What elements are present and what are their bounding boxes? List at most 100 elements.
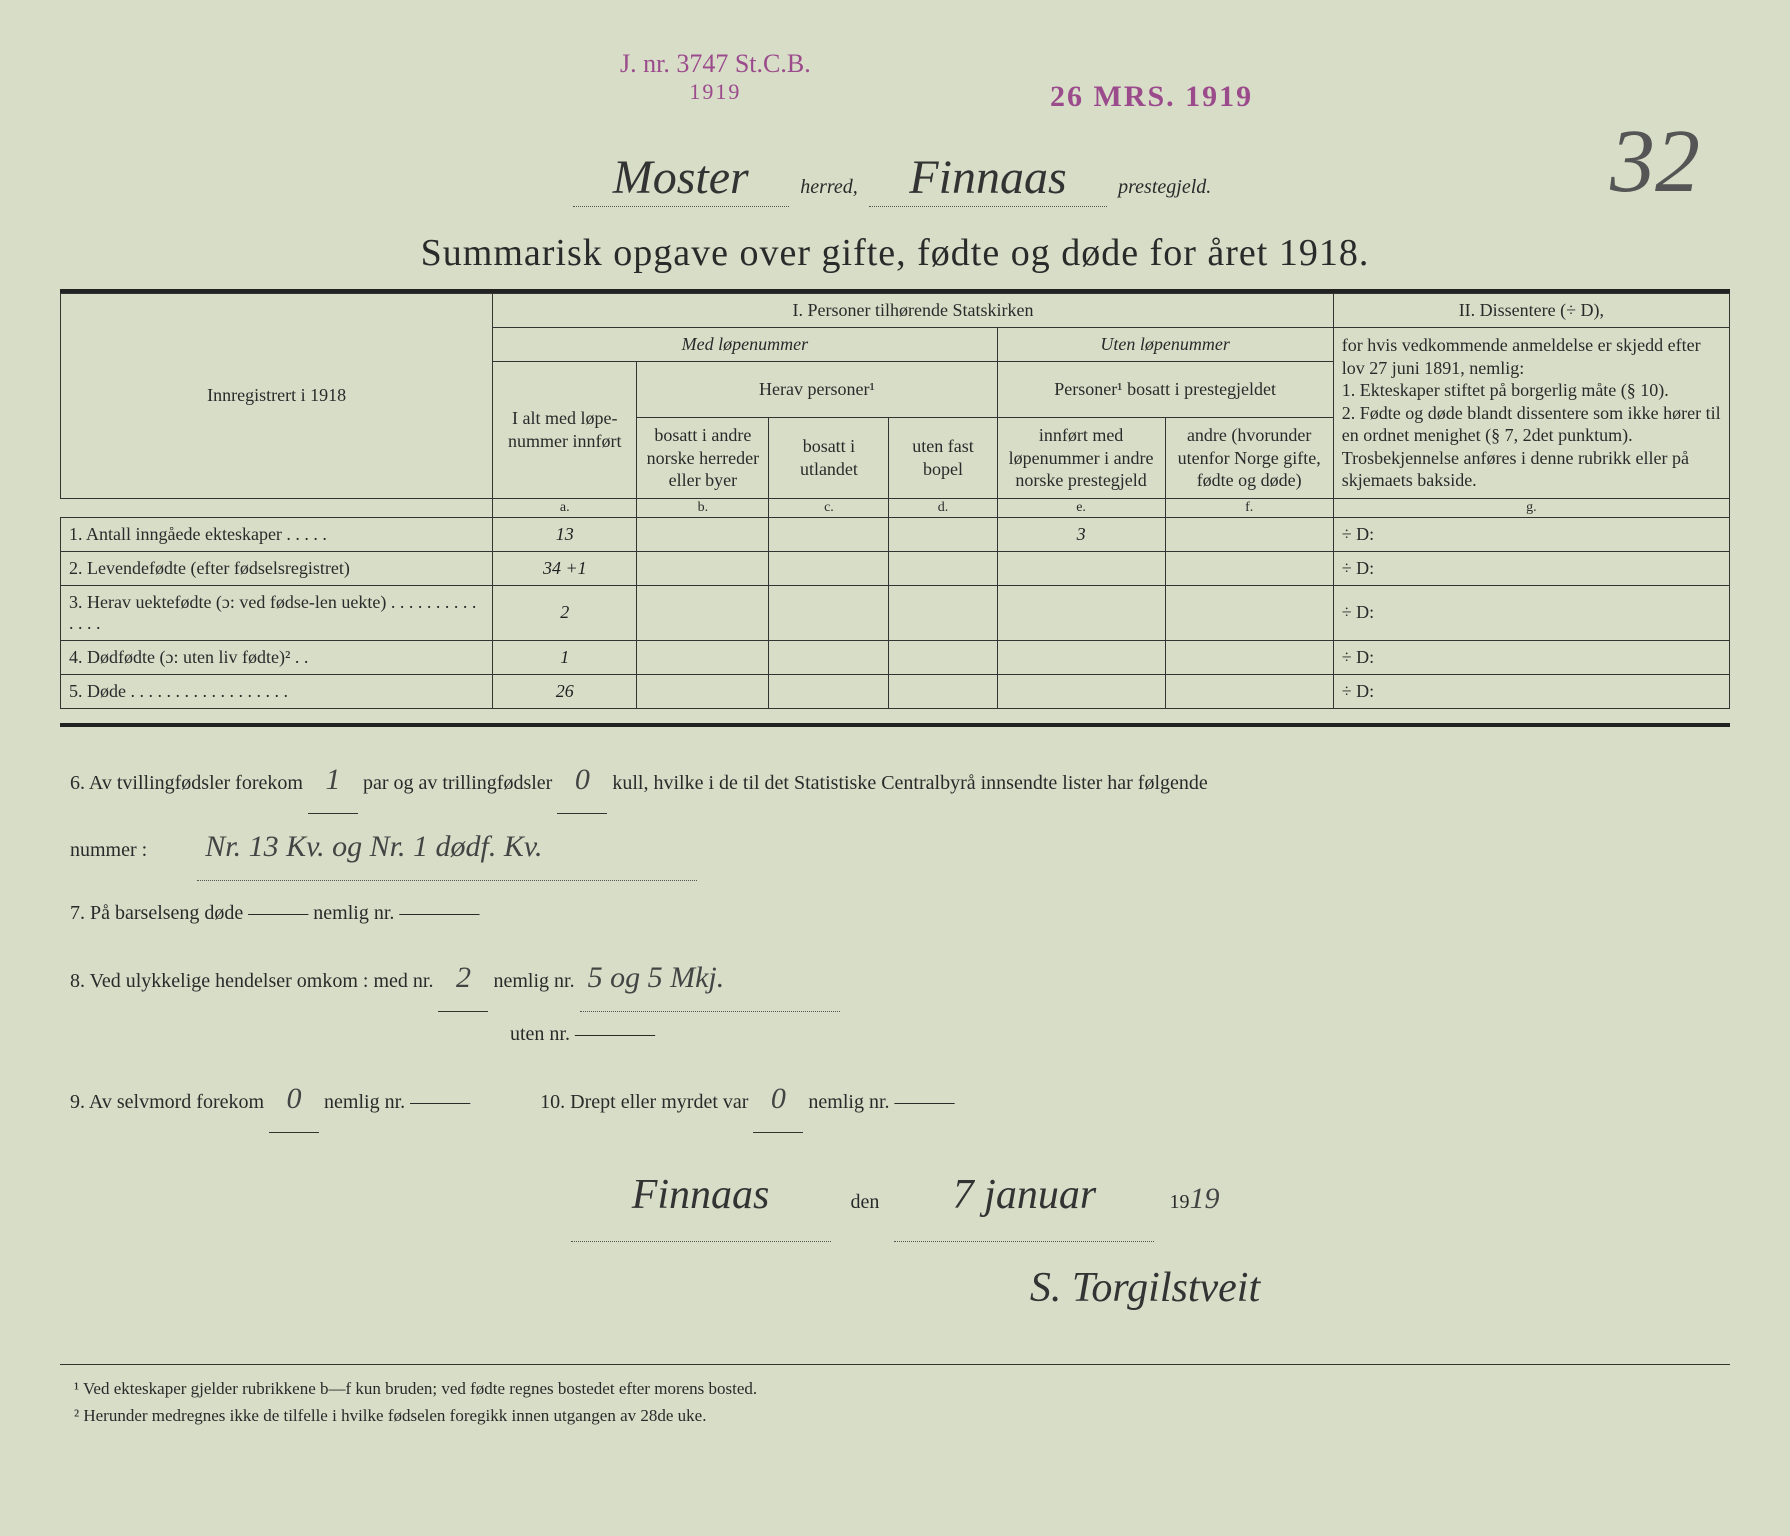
cell-d [889,551,997,585]
letter-e: e. [997,498,1165,517]
cell-g: ÷ D: [1333,551,1729,585]
cell-c [769,585,889,640]
l8-uten: uten nr. ———— [510,1023,655,1045]
cell-d [889,517,997,551]
herred-label: herred, [794,176,864,198]
signature-line: Finnaas den 7 januar 1919 S. Torgilstvei… [70,1149,1720,1335]
row-label: 4. Dødfødte (ɔ: uten liv fødte)² . . [61,640,493,674]
cell-e [997,674,1165,708]
prestegjeld-name: Finnaas [869,151,1106,207]
cell-f [1165,517,1333,551]
sig-place: Finnaas [571,1149,831,1242]
l6-mid: par og av trillingfødsler [363,772,552,794]
table-row: 3. Herav uektefødte (ɔ: ved fødse-len ue… [61,585,1730,640]
cell-e [997,640,1165,674]
l6-trip-count: 0 [557,747,607,814]
stamp-jnr-line1: J. nr. 3747 St.C.B. [620,48,811,79]
cell-b [637,517,769,551]
cell-a: 34 +1 [493,551,637,585]
footnote-2: ² Herunder medregnes ikke de tilfelle i … [74,1402,1716,1429]
col-f-header: andre (hvorunder utenfor Norge gifte, fø… [1165,418,1333,499]
section2-header: II. Dissentere (÷ D), [1333,294,1729,328]
prestegjeld-label: prestegjeld. [1112,176,1217,198]
section1-header: I. Personer tilhørende Statskirken [493,294,1333,328]
row-label: 5. Døde . . . . . . . . . . . . . . . . … [61,674,493,708]
footnote-rule [60,1364,1730,1365]
column-letters-row: a. b. c. d. e. f. g. [61,498,1730,517]
table-row: 1. Antall inngåede ekteskaper . . . . . … [61,517,1730,551]
l6-nummer: nummer : [70,839,147,861]
cell-c [769,640,889,674]
header-line: Moster herred, Finnaas prestegjeld. [60,150,1730,205]
summary-table: Innregistrert i 1918 I. Personer tilhøre… [60,293,1730,709]
letter-b: b. [637,498,769,517]
cell-g: ÷ D: [1333,517,1729,551]
section2-body: for hvis vedkommende anmeldelse er skjed… [1333,328,1729,499]
footnotes: ¹ Ved ekteskaper gjelder rubrikkene b—f … [60,1375,1730,1429]
table-row: 4. Dødfødte (ɔ: uten liv fødte)² . . 1 ÷… [61,640,1730,674]
l8-pre: 8. Ved ulykkelige hendelser omkom : med … [70,970,433,992]
stamp-journal-number: J. nr. 3747 St.C.B. 1919 [620,48,811,106]
cell-e: 3 [997,517,1165,551]
cell-d [889,640,997,674]
col-d-header: uten fast bopel [889,418,997,499]
l9-count: 0 [269,1066,319,1133]
cell-c [769,517,889,551]
cell-f [1165,640,1333,674]
herred-name: Moster [573,151,789,207]
l8-handwritten: 5 og 5 Mkj. [580,945,840,1012]
l10-count: 0 [753,1066,803,1133]
page-number: 32 [1610,110,1700,213]
cell-f [1165,551,1333,585]
l8-mid: nemlig nr. [493,970,574,992]
herav-header: Herav personer¹ [637,362,997,418]
letter-d: d. [889,498,997,517]
cell-g: ÷ D: [1333,585,1729,640]
uten-lopenummer-header: Uten løpenummer [997,328,1333,362]
corner-header: Innregistrert i 1918 [61,294,493,499]
l6-handwritten: Nr. 13 Kv. og Nr. 1 dødf. Kv. [197,814,697,881]
sig-den: den [851,1191,880,1213]
cell-a: 1 [493,640,637,674]
pers-bosatt-header: Personer¹ bosatt i prestegjeldet [997,362,1333,418]
cell-a: 26 [493,674,637,708]
l6-post: kull, hvilke i de til det Statistiske Ce… [612,772,1207,794]
sig-name: S. Torgilstveit [1030,1265,1260,1311]
lower-section: 6. Av tvillingfødsler forekom 1 par og a… [60,747,1730,1335]
cell-b [637,551,769,585]
l10-pre: 10. Drept eller myrdet var [540,1091,748,1113]
sig-year-prefix: 19 [1169,1191,1189,1213]
cell-e [997,585,1165,640]
l6-twin-count: 1 [308,747,358,814]
cell-g: ÷ D: [1333,674,1729,708]
l9-pre: 9. Av selvmord forekom [70,1091,264,1113]
cell-b [637,640,769,674]
table-row: 2. Levendefødte (efter fødselsregistret)… [61,551,1730,585]
col-a-header: I alt med løpe-nummer innført [493,362,637,499]
letter-g: g. [1333,498,1729,517]
col-e-header: innført med løpenummer i andre norske pr… [997,418,1165,499]
cell-b [637,674,769,708]
cell-f [1165,585,1333,640]
l10-mid: nemlig nr. ——— [808,1091,954,1113]
cell-e [997,551,1165,585]
cell-f [1165,674,1333,708]
cell-b [637,585,769,640]
line-6: 6. Av tvillingfødsler forekom 1 par og a… [70,747,1720,881]
letter-c: c. [769,498,889,517]
cell-g: ÷ D: [1333,640,1729,674]
cell-a: 2 [493,585,637,640]
line-9-10: 9. Av selvmord forekom 0 nemlig nr. ——— … [70,1066,1720,1133]
line-8: 8. Ved ulykkelige hendelser omkom : med … [70,945,1720,1056]
document-title: Summarisk opgave over gifte, fødte og dø… [60,231,1730,275]
sig-year-hand: 19 [1189,1182,1219,1215]
l9-mid: nemlig nr. ——— [324,1091,470,1113]
table-row: 5. Døde . . . . . . . . . . . . . . . . … [61,674,1730,708]
row-label: 3. Herav uektefødte (ɔ: ved fødse-len ue… [61,585,493,640]
letter-a: a. [493,498,637,517]
letter-f: f. [1165,498,1333,517]
cell-d [889,585,997,640]
stamp-received-date: 26 MRS. 1919 [1050,80,1253,114]
l8-med-count: 2 [438,945,488,1012]
cell-c [769,674,889,708]
